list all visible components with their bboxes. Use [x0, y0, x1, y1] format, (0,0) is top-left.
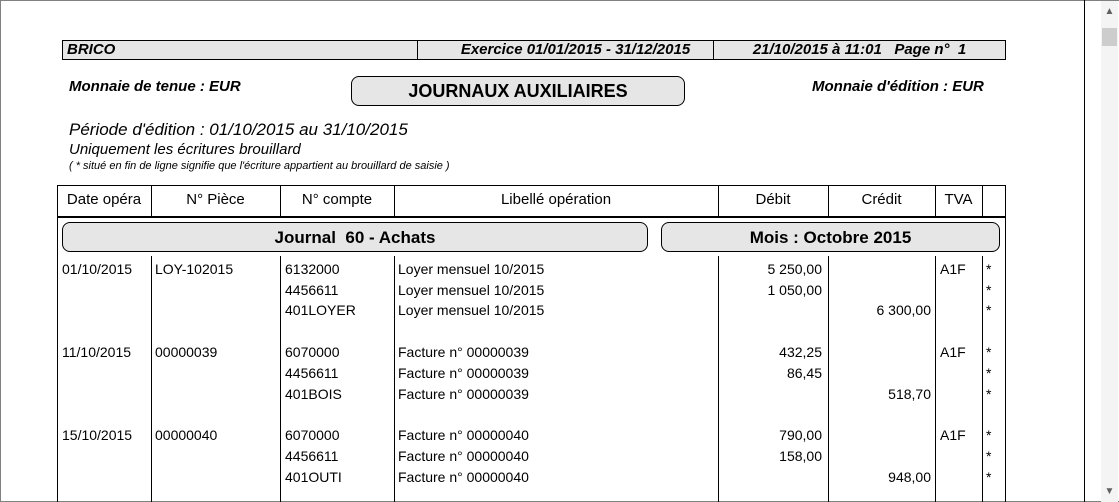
print-date-page: 21/10/2015 à 11:01 Page n° 1 [752, 41, 967, 58]
cell-label: Loyer mensuel 10/2015 [398, 282, 545, 298]
report-header-bar: BRICO Exercice 01/01/2015 - 31/12/2015 2… [62, 40, 1006, 60]
cell-flag: * [986, 365, 992, 381]
col-label: Libellé opération [500, 191, 612, 208]
col-date: Date opéra [66, 191, 142, 208]
column-divider [982, 256, 983, 502]
column-divider [280, 185, 281, 217]
header-divider [57, 216, 1006, 218]
col-debit: Débit [755, 191, 791, 208]
cell-tva: A1F [940, 344, 966, 360]
column-divider [982, 185, 983, 217]
cell-debit: 5 250,00 [767, 261, 823, 277]
cell-debit: 790,00 [779, 427, 822, 443]
cell-label: Facture n° 00000039 [398, 344, 529, 360]
cell-label: Loyer mensuel 10/2015 [398, 302, 545, 318]
cell-credit: 518,70 [888, 386, 931, 402]
edition-period: Période d'édition : 01/10/2015 au 31/10/… [69, 120, 408, 139]
page-edge [1084, 0, 1085, 502]
cell-piece: LOY-102015 [155, 261, 234, 277]
cell-account: 401LOYER [285, 302, 356, 318]
column-divider [828, 256, 829, 502]
column-divider [828, 185, 829, 217]
column-divider [151, 256, 152, 502]
cell-account: 401OUTI [285, 469, 342, 485]
cell-credit: 6 300,00 [876, 302, 932, 318]
month-label: Mois : Octobre 2015 [661, 222, 1000, 252]
cell-date: 11/10/2015 [62, 344, 132, 360]
col-credit: Crédit [861, 191, 902, 208]
cell-label: Facture n° 00000040 [398, 469, 529, 485]
vertical-scrollbar[interactable]: ▲ ▼ [1101, 1, 1118, 502]
cell-flag: * [986, 261, 992, 277]
cell-account: 6070000 [285, 427, 340, 443]
cell-flag: * [986, 344, 992, 360]
cell-piece: 00000040 [155, 427, 218, 443]
column-divider [935, 185, 936, 217]
cell-account: 401BOIS [285, 386, 342, 402]
cell-flag: * [986, 427, 992, 443]
report-title: JOURNAUX AUXILIAIRES [351, 76, 685, 106]
cell-label: Loyer mensuel 10/2015 [398, 261, 545, 277]
draft-note: ( * situé en fin de ligne signifie que l… [69, 160, 450, 172]
cell-tva: A1F [940, 427, 966, 443]
cell-account: 4456611 [285, 448, 339, 464]
cell-flag: * [986, 386, 992, 402]
company-name: BRICO [63, 41, 418, 59]
scroll-thumb[interactable] [1102, 28, 1117, 46]
column-divider [718, 256, 719, 502]
journal-name: Journal 60 - Achats [62, 222, 648, 252]
filter-text: Uniquement les écritures brouillard [69, 141, 301, 158]
cell-flag: * [986, 282, 992, 298]
exercise-period: Exercice 01/01/2015 - 31/12/2015 [418, 41, 714, 59]
cell-debit: 432,25 [779, 344, 822, 360]
cell-account: 6070000 [285, 344, 340, 360]
cell-debit: 158,00 [779, 448, 822, 464]
column-divider [280, 256, 281, 502]
cell-label: Facture n° 00000039 [398, 365, 529, 381]
cell-piece: 00000039 [155, 344, 218, 360]
cell-credit: 948,00 [888, 469, 931, 485]
currency-held: Monnaie de tenue : EUR [69, 78, 241, 95]
journal-table [57, 185, 1006, 502]
column-divider [718, 185, 719, 217]
cell-flag: * [986, 469, 992, 485]
cell-date: 15/10/2015 [62, 427, 133, 443]
cell-label: Facture n° 00000039 [398, 386, 529, 402]
column-divider [151, 185, 152, 217]
cell-flag: * [986, 302, 992, 318]
cell-debit: 86,45 [786, 365, 822, 381]
column-divider [394, 185, 395, 217]
cell-label: Facture n° 00000040 [398, 427, 529, 443]
column-divider [935, 256, 936, 502]
cell-account: 4456611 [285, 365, 339, 381]
scroll-down-icon[interactable]: ▼ [1104, 486, 1115, 497]
cell-debit: 1 050,00 [767, 282, 823, 298]
col-account: N° compte [301, 191, 373, 208]
col-piece: N° Pièce [186, 191, 245, 208]
scroll-up-icon[interactable]: ▲ [1104, 6, 1115, 17]
cell-date: 01/10/2015 [62, 261, 133, 277]
cell-account: 6132000 [285, 261, 340, 277]
cell-account: 4456611 [285, 282, 339, 298]
currency-print: Monnaie d'édition : EUR [812, 78, 984, 95]
col-tva: TVA [944, 191, 973, 208]
cell-flag: * [986, 448, 992, 464]
cell-tva: A1F [940, 261, 966, 277]
column-divider [394, 256, 395, 502]
cell-label: Facture n° 00000040 [398, 448, 529, 464]
